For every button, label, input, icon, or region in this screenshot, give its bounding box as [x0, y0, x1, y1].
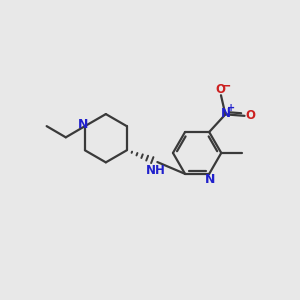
- Text: −: −: [221, 80, 232, 93]
- Text: N: N: [220, 107, 230, 120]
- Text: N: N: [77, 118, 88, 131]
- Text: O: O: [245, 109, 255, 122]
- Text: O: O: [215, 83, 225, 96]
- Text: N: N: [205, 173, 215, 186]
- Text: +: +: [227, 103, 235, 113]
- Text: NH: NH: [146, 164, 166, 177]
